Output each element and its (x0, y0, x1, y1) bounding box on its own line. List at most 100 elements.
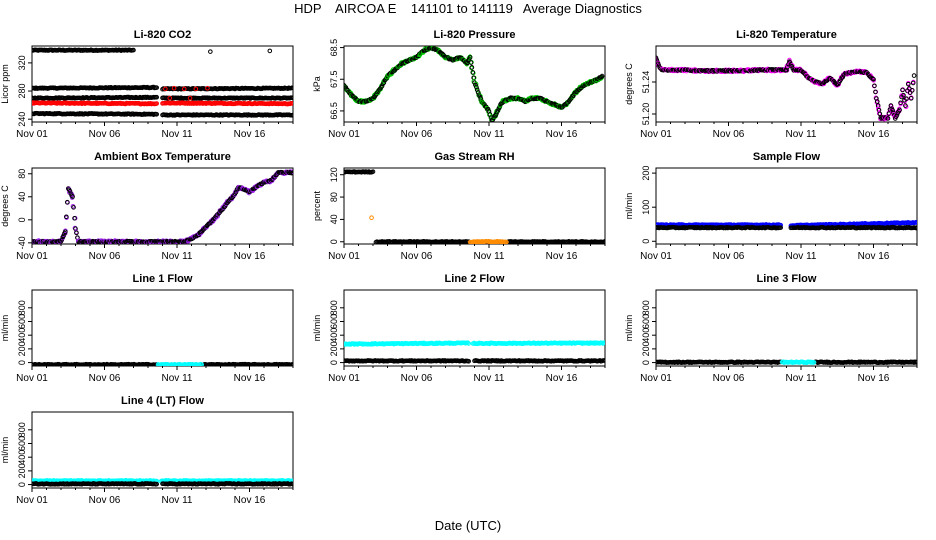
y-tick-label: 600 (17, 314, 27, 329)
y-tick-label: 40 (329, 214, 339, 224)
data-layer (344, 340, 605, 364)
y-tick-label: 600 (641, 314, 651, 329)
y-tick-label: 800 (329, 300, 339, 315)
data-point (369, 215, 374, 221)
y-tick-label: 0 (329, 360, 339, 365)
y-axis-label: ml/min (624, 315, 634, 342)
data-point (74, 230, 79, 236)
data-point (290, 95, 293, 100)
data-layer (32, 361, 293, 366)
y-tick-label: 66.5 (329, 102, 339, 120)
y-tick-label: 200 (641, 166, 651, 181)
y-tick-label: 68.5 (329, 39, 339, 57)
plot-frame (31, 289, 294, 367)
y-tick-label: 240 (17, 112, 27, 127)
x-tick-label: Nov 16 (546, 129, 578, 140)
y-tick-label: 200 (641, 341, 651, 356)
data-point (290, 101, 293, 106)
x-tick-label: Nov 11 (786, 373, 817, 384)
chart-title: Line 4 (LT) Flow (121, 395, 204, 407)
y-tick-label: 600 (17, 436, 27, 451)
x-tick-label: Nov 01 (640, 129, 672, 140)
data-point (154, 101, 159, 106)
data-point (903, 103, 908, 108)
y-tick-label: 320 (17, 55, 27, 70)
y-tick-label: 400 (641, 328, 651, 343)
data-point (290, 362, 293, 366)
x-tick-label: Nov 01 (328, 373, 360, 384)
x-tick-label: Nov 01 (328, 251, 360, 262)
data-point (187, 95, 193, 101)
y-tick-label: 80 (17, 169, 27, 179)
x-tick-label: Nov 16 (858, 129, 890, 140)
data-point (904, 96, 909, 101)
data-point (154, 85, 159, 90)
y-tick-label: 600 (329, 314, 339, 329)
x-tick-label: Nov 16 (234, 129, 266, 140)
y-axis-label: ml/min (0, 315, 10, 342)
chart-title: Sample Flow (753, 151, 821, 163)
data-point (602, 340, 605, 345)
y-tick-label: 400 (17, 450, 27, 465)
data-point-overlay (656, 55, 658, 60)
x-tick-label: Nov 06 (713, 373, 745, 384)
y-axis-label: degrees C (0, 185, 10, 227)
data-point (290, 112, 293, 118)
data-point (267, 48, 273, 54)
x-tick-label: Nov 16 (546, 373, 578, 384)
y-tick-label: 200 (329, 341, 339, 356)
data-point (602, 239, 605, 244)
chart-title: Line 2 Flow (445, 273, 505, 285)
chart-title: Li-820 Pressure (434, 29, 516, 41)
data-point (900, 87, 905, 93)
x-tick-label: Nov 11 (786, 129, 817, 140)
x-tick-label: Nov 16 (858, 251, 890, 262)
x-tick-label: Nov 06 (401, 129, 433, 140)
plot-frame (655, 167, 918, 245)
x-tick-label: Nov 16 (546, 251, 578, 262)
data-point (897, 107, 902, 113)
x-tick-label: Nov 01 (640, 251, 672, 262)
x-tick-label: Nov 11 (474, 373, 505, 384)
data-point (70, 194, 75, 199)
x-tick-label: Nov 01 (16, 373, 48, 384)
x-tick-label: Nov 11 (162, 251, 193, 262)
x-axis-label: Date (UTC) (434, 518, 502, 533)
y-tick-label: 800 (17, 300, 27, 315)
x-tick-label: Nov 01 (16, 495, 48, 506)
data-point (198, 361, 203, 366)
data-point (208, 49, 213, 54)
data-layer (344, 46, 605, 122)
data-point (71, 205, 76, 210)
y-tick-label: 67.5 (329, 70, 339, 88)
chart-title: Line 1 Flow (133, 273, 193, 285)
data-point (504, 239, 509, 244)
x-tick-label: Nov 11 (474, 251, 505, 262)
y-tick-label: 51.24 (641, 71, 651, 94)
y-tick-label: 400 (329, 328, 339, 343)
data-point (656, 55, 659, 61)
x-tick-label: Nov 06 (401, 373, 433, 384)
chart-title: Gas Stream RH (434, 151, 514, 163)
x-tick-label: Nov 06 (89, 251, 121, 262)
y-tick-label: 51.20 (641, 103, 651, 126)
y-tick-label: 200 (17, 341, 27, 356)
data-point (466, 341, 471, 346)
data-point (163, 86, 168, 92)
y-tick-label: 0 (17, 217, 27, 222)
x-tick-label: Nov 16 (234, 495, 266, 506)
y-axis-label: percent (312, 190, 322, 221)
y-axis-label: ml/min (312, 315, 322, 342)
x-tick-label: Nov 06 (713, 129, 745, 140)
x-tick-label: Nov 16 (234, 251, 266, 262)
data-point (909, 88, 915, 93)
data-point (290, 170, 293, 175)
x-tick-label: Nov 16 (858, 373, 890, 384)
x-tick-label: Nov 16 (234, 373, 266, 384)
data-point (598, 74, 604, 80)
